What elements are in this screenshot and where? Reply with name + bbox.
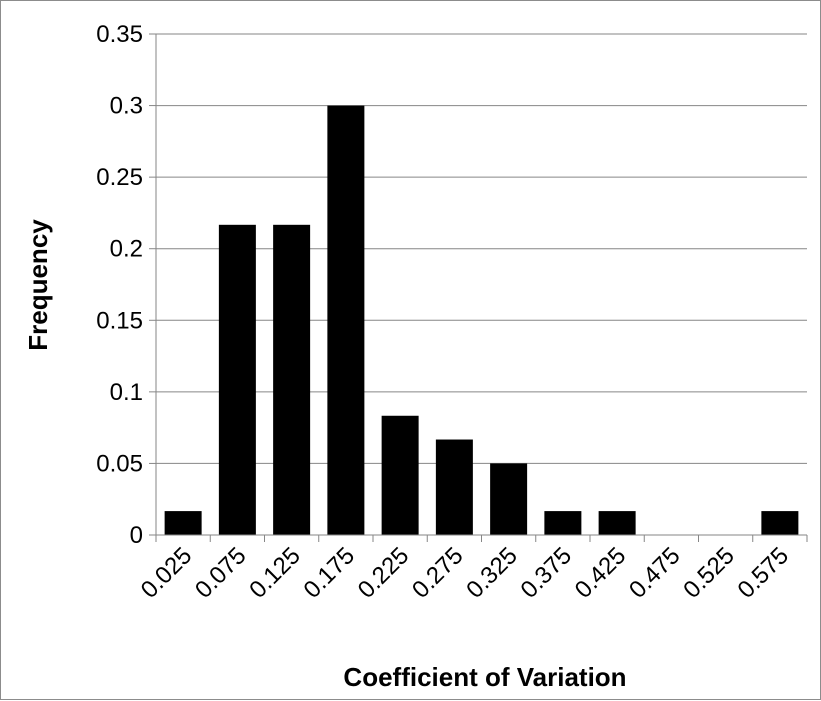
x-tick-labels: 0.0250.0750.1250.1750.2250.2750.3250.375…	[136, 542, 794, 604]
bar-0.275	[435, 439, 473, 535]
x-tick-label: 0.325	[461, 542, 523, 604]
bar-0.225	[381, 415, 419, 535]
bar-0.325	[490, 463, 528, 535]
axes	[149, 33, 808, 542]
bar-0.175	[327, 105, 365, 536]
y-axis-title: Frequency	[23, 219, 53, 351]
x-axis-title: Coefficient of Variation	[343, 662, 626, 692]
y-tick-label: 0.25	[96, 164, 143, 191]
y-tick-label: 0.35	[96, 21, 143, 48]
x-tick-label: 0.025	[136, 542, 198, 604]
y-tick-labels: 0 0.05 0.1 0.15 0.2 0.25 0.3 0.35	[96, 21, 143, 549]
bar-0.125	[273, 224, 311, 535]
x-tick-label: 0.425	[570, 542, 632, 604]
y-tick-label: 0.05	[96, 450, 143, 477]
x-tick-label: 0.375	[516, 542, 578, 604]
x-tick-label: 0.075	[190, 542, 252, 604]
x-tick-label: 0.125	[244, 542, 306, 604]
y-tick-label: 0.2	[110, 236, 143, 263]
x-tick-label: 0.275	[407, 542, 469, 604]
bar-0.575	[761, 511, 799, 535]
x-tick-label: 0.575	[733, 542, 795, 604]
bar-0.075	[218, 224, 256, 535]
y-tick-label: 0.1	[110, 379, 143, 406]
y-tick-label: 0.15	[96, 307, 143, 334]
x-tick-label: 0.175	[299, 542, 361, 604]
x-tick-label: 0.525	[678, 542, 740, 604]
bar-0.025	[164, 511, 202, 535]
y-tick-label: 0	[130, 522, 143, 549]
x-tick-label: 0.475	[624, 542, 686, 604]
x-tick-label: 0.225	[353, 542, 415, 604]
gridlines	[156, 33, 807, 464]
bars	[164, 105, 799, 536]
y-tick-label: 0.3	[110, 93, 143, 120]
bar-0.425	[598, 511, 636, 535]
bar-0.375	[544, 511, 582, 535]
